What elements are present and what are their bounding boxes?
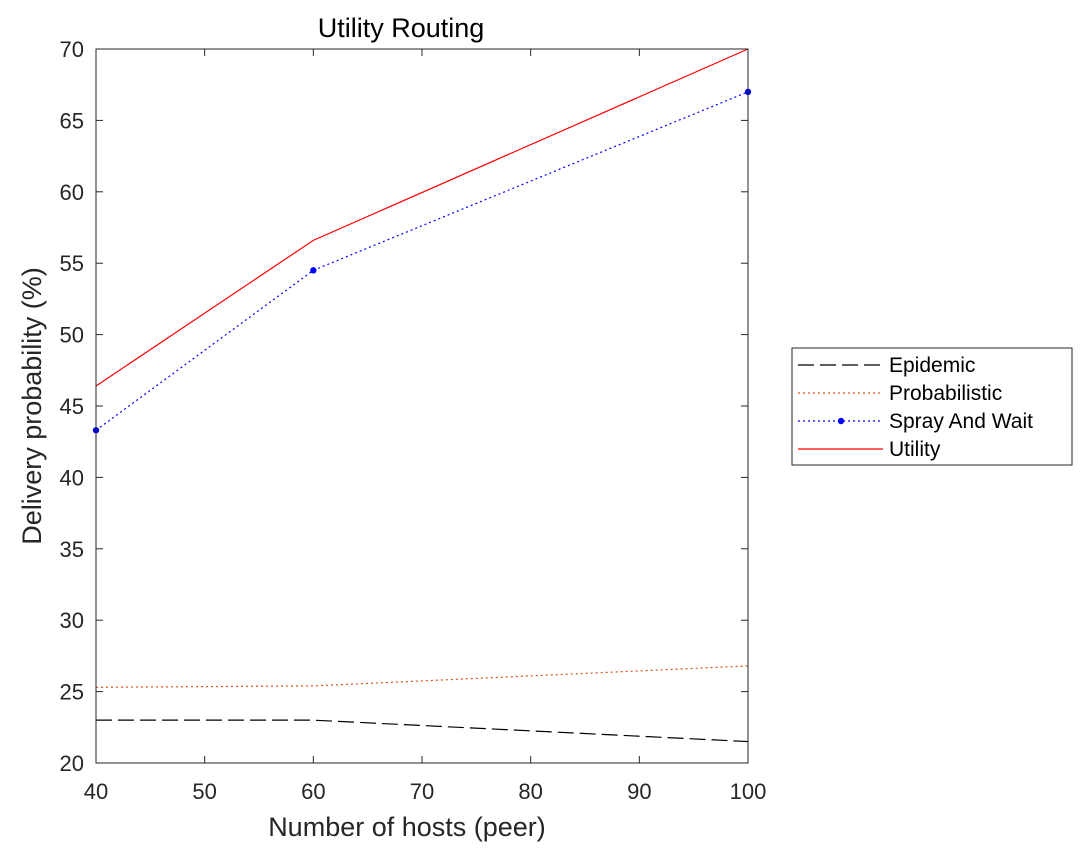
legend-item-spray-and-wait: Spray And Wait	[798, 410, 1033, 433]
legend-box	[791, 347, 1073, 466]
legend-label: Utility	[889, 438, 941, 461]
legend-label: Epidemic	[889, 354, 975, 377]
legend-item-probabilistic: Probabilistic	[798, 382, 1002, 405]
y-tick-label: 20	[60, 751, 84, 776]
x-tick-label: 70	[410, 779, 434, 804]
axes: 40 50 60 70 80 90 100 20 25 30 35 40 45 50 55 60 65 70	[60, 37, 767, 804]
y-tick-label: 65	[60, 108, 84, 133]
series-epidemic	[96, 719, 749, 743]
y-tick-label: 55	[60, 251, 84, 276]
y-axis-title: Delivery probability (%)	[17, 267, 47, 545]
x-tick-label: 100	[730, 779, 767, 804]
legend-label: Spray And Wait	[889, 410, 1033, 433]
chart-title: Utility Routing	[318, 13, 485, 43]
y-tick-label: 30	[60, 608, 84, 633]
legend: Epidemic Probabilistic Spray And Wait Utili…	[791, 347, 1073, 466]
plot-area	[96, 49, 748, 763]
legend-item-utility: Utility	[798, 438, 941, 461]
legend-label: Probabilistic	[889, 382, 1002, 405]
y-tick-label: 60	[60, 180, 84, 205]
x-axis-title: Number of hosts (peer)	[268, 812, 546, 842]
series-line	[95, 48, 749, 387]
y-tick-label: 35	[60, 537, 84, 562]
y-tick-label: 25	[60, 680, 84, 705]
x-tick-label: 40	[84, 779, 108, 804]
series-line	[96, 719, 749, 743]
y-tick-label: 40	[60, 465, 84, 490]
y-tick-label: 70	[60, 37, 84, 62]
legend-marker	[837, 417, 845, 425]
x-tick-label: 50	[192, 779, 216, 804]
x-tick-label: 90	[627, 779, 651, 804]
y-tick-label: 50	[60, 323, 84, 348]
plot-frame	[95, 48, 749, 764]
x-tick-label: 60	[301, 779, 325, 804]
x-tick-label: 80	[518, 779, 542, 804]
series-utility	[95, 48, 749, 387]
series-layer	[92, 48, 752, 743]
legend-item-epidemic: Epidemic	[798, 354, 975, 377]
data-point	[310, 267, 317, 274]
y-tick-label: 45	[60, 394, 84, 419]
